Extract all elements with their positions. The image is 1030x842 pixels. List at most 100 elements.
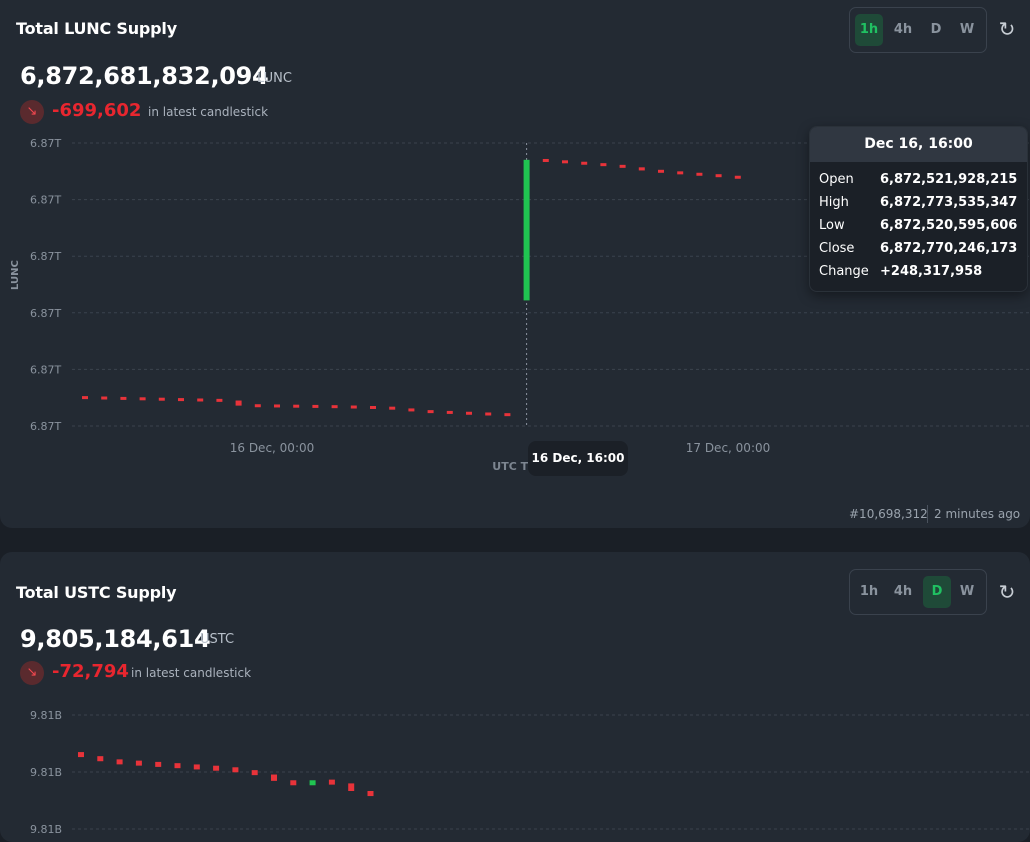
card-title: Total USTC Supply: [16, 583, 177, 602]
candle: [734, 175, 741, 179]
candle: [309, 780, 316, 786]
candle: [120, 396, 127, 400]
candle: [251, 770, 258, 776]
tooltip-open-value: 6,872,521,928,215: [880, 172, 1018, 187]
y-tick-label: 6.87T: [30, 307, 61, 320]
candle: [271, 774, 277, 781]
period-4h-button[interactable]: 4h: [893, 584, 913, 599]
x-tick-label: 17 Dec, 00:00: [686, 441, 771, 455]
trend-down-icon: ↘: [20, 100, 44, 124]
period-d-button[interactable]: D: [923, 576, 951, 608]
y-axis-label: LUNC: [10, 260, 21, 290]
y-tick-label: 6.87T: [30, 137, 61, 150]
x-axis-tooltip: 16 Dec, 16:00: [528, 441, 628, 476]
ustc-supply-card: Total USTC Supply 1h 4h D W ↻ 9,805,184,…: [0, 552, 1030, 842]
candle: [427, 410, 434, 414]
footer-divider: [927, 505, 928, 523]
candle: [82, 396, 88, 400]
refresh-icon[interactable]: ↻: [998, 17, 1016, 41]
y-tick-label: 6.87T: [30, 363, 61, 376]
tooltip-date: Dec 16, 16:00: [810, 127, 1027, 162]
period-selector: 1h 4h D W: [849, 7, 987, 53]
candle: [155, 761, 162, 767]
tooltip-change-label: Change: [819, 264, 869, 279]
change-note: in latest candlestick: [131, 666, 252, 680]
period-4h-button[interactable]: 4h: [893, 22, 913, 37]
refresh-icon[interactable]: ↻: [998, 580, 1016, 604]
period-d-button[interactable]: D: [930, 22, 942, 37]
candle: [293, 404, 300, 408]
candle: [389, 406, 396, 410]
candle: [600, 163, 607, 167]
candle: [158, 397, 165, 401]
tooltip-low-label: Low: [819, 218, 845, 233]
period-selector: 1h 4h D W: [849, 569, 987, 615]
card-title: Total LUNC Supply: [16, 19, 177, 38]
y-tick-label: 9.81B: [30, 766, 62, 779]
trend-down-icon: ↘: [20, 661, 44, 685]
candle: [216, 398, 223, 402]
period-w-button[interactable]: W: [959, 584, 975, 599]
candle: [408, 408, 415, 412]
updated-time: 2 minutes ago: [934, 507, 1021, 521]
candle-tooltip: Dec 16, 16:00 Open 6,872,521,928,215 Hig…: [809, 126, 1028, 292]
candle: [677, 171, 684, 175]
candle: [116, 759, 123, 765]
tooltip-high-label: High: [819, 195, 849, 210]
candle: [638, 167, 645, 171]
candle: [715, 174, 722, 178]
candle: [290, 780, 297, 786]
candle: [466, 411, 472, 415]
x-tick-label: 16 Dec, 00:00: [230, 441, 315, 455]
candle: [197, 398, 204, 402]
candle: [274, 404, 280, 408]
y-tick-label: 9.81B: [30, 709, 62, 722]
period-1h-button[interactable]: 1h: [855, 14, 883, 46]
change-note: in latest candlestick: [148, 105, 269, 119]
candle: [97, 756, 104, 762]
candle: [139, 397, 146, 401]
candle: [101, 396, 108, 400]
tooltip-open-label: Open: [819, 172, 854, 187]
tooltip-high-value: 6,872,773,535,347: [880, 195, 1018, 210]
candle: [213, 765, 220, 771]
period-1h-button[interactable]: 1h: [859, 584, 879, 599]
tooltip-close-value: 6,872,770,246,173: [880, 241, 1018, 256]
y-tick-label: 6.87T: [30, 420, 61, 433]
candle: [312, 404, 319, 408]
candle: [367, 791, 374, 797]
candle: [581, 161, 588, 165]
supply-value: 6,872,681,832,094: [20, 62, 269, 90]
candle: [696, 172, 703, 176]
candle: [370, 405, 376, 409]
candle: [235, 400, 242, 406]
candle: [446, 410, 453, 414]
change-value: -72,794: [52, 661, 129, 682]
candle: [504, 413, 511, 417]
supply-value: 9,805,184,614: [20, 625, 211, 653]
candle: [328, 779, 335, 785]
tooltip-low-value: 6,872,520,595,606: [880, 218, 1018, 233]
candle: [523, 159, 530, 301]
candle: [348, 783, 355, 791]
candle: [174, 763, 181, 769]
candle: [485, 412, 492, 416]
y-tick-label: 9.81B: [30, 823, 62, 836]
candle: [562, 160, 568, 164]
candle: [78, 752, 84, 758]
y-tick-label: 6.87T: [30, 250, 61, 263]
tooltip-change-value: +248,317,958: [880, 264, 983, 279]
y-tick-label: 6.87T: [30, 194, 61, 207]
tooltip-close-label: Close: [819, 241, 855, 256]
candle: [350, 405, 357, 409]
candle: [331, 405, 338, 409]
candle: [232, 767, 239, 773]
candle: [254, 404, 261, 408]
candle: [619, 164, 626, 168]
supply-unit: LUNC: [257, 71, 292, 86]
change-value: -699,602: [52, 100, 142, 121]
ustc-candlestick-chart: 9.81B 9.81B 9.81B: [30, 709, 1030, 836]
candle: [193, 764, 200, 770]
candle: [658, 169, 664, 173]
period-w-button[interactable]: W: [959, 22, 975, 37]
